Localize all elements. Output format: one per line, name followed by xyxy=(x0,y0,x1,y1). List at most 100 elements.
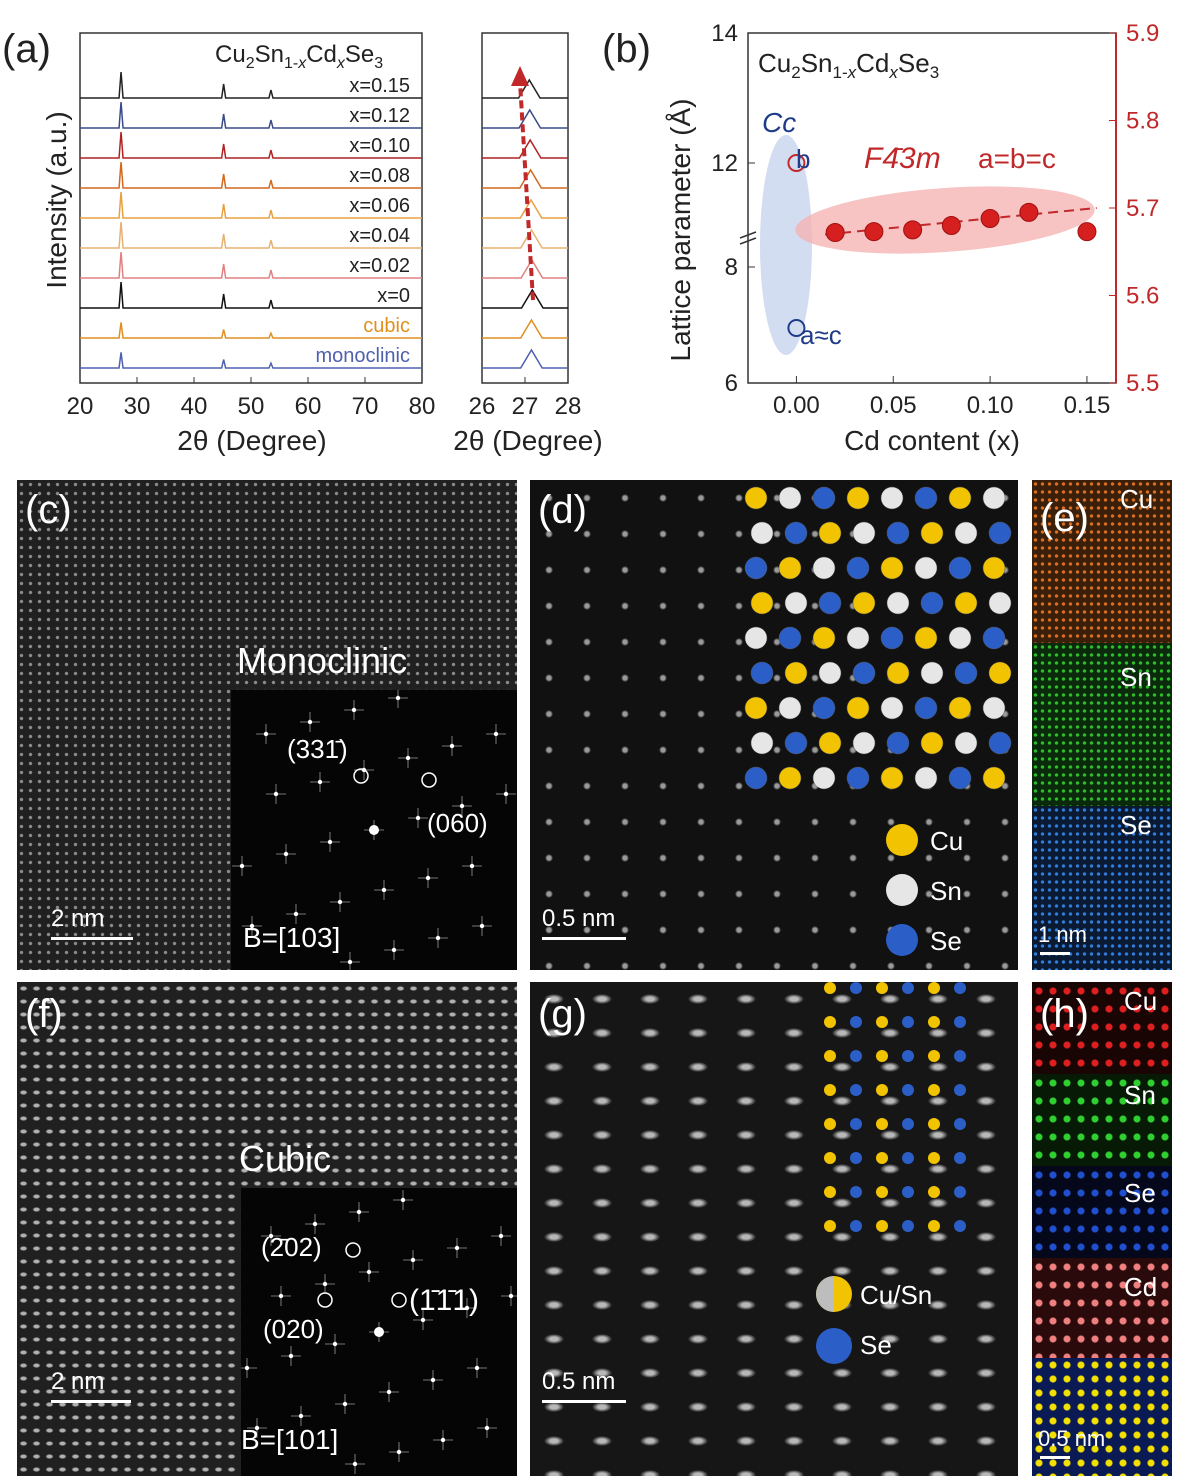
atom-g xyxy=(850,1016,862,1028)
atom-g xyxy=(876,1016,888,1028)
xrd-trace-1 xyxy=(80,101,422,129)
scale-text-d: 0.5 nm xyxy=(542,905,616,932)
atom-d xyxy=(812,556,836,580)
scale-text-h: 0.5 nm xyxy=(1038,1426,1106,1451)
x-tick-label-zoom: 27 xyxy=(512,393,539,420)
atom-g xyxy=(954,1186,966,1198)
cc-b-point xyxy=(787,154,806,172)
atom-d xyxy=(914,486,938,510)
panel-g-label: (g) xyxy=(538,992,587,1036)
legend-se-g: Se xyxy=(860,1330,892,1360)
xrd-zoom-trace-7 xyxy=(482,288,568,309)
scale-text-g: 0.5 nm xyxy=(542,1368,616,1395)
panel-d-image: (d) Cu Sn Se 0.5 nm xyxy=(530,480,1018,970)
map-h-label-se: Se xyxy=(1124,1178,1156,1208)
series-label-6: x=0.02 xyxy=(349,255,410,277)
axis-break-2 xyxy=(739,237,757,245)
atom-d xyxy=(750,521,774,545)
atom-d xyxy=(750,591,774,615)
atom-d xyxy=(846,626,870,650)
atom-d xyxy=(982,486,1006,510)
atom-d xyxy=(914,696,938,720)
phase-monoclinic: Monoclinic xyxy=(237,640,408,681)
atom-g xyxy=(928,982,940,994)
fft-spot-060: (060) xyxy=(427,808,488,838)
series-label-4: x=0.06 xyxy=(349,195,410,217)
atom-d xyxy=(812,766,836,790)
atom-d xyxy=(886,521,910,545)
x-tick-label-main: 60 xyxy=(295,393,322,420)
atom-g xyxy=(902,1152,914,1164)
map-h-cd xyxy=(1032,1258,1172,1358)
atom-d xyxy=(920,521,944,545)
xrd-trace-4 xyxy=(80,191,422,219)
atom-d xyxy=(852,661,876,685)
b-param-label: b xyxy=(796,144,810,174)
abc-label: a=b=c xyxy=(978,143,1056,174)
atom-d xyxy=(982,696,1006,720)
xrd-trace-8 xyxy=(80,322,422,339)
zone-axis-c: B=[103] xyxy=(243,922,341,953)
map-h-cu xyxy=(1032,982,1172,1074)
legend-se-atom xyxy=(886,924,918,956)
atom-d xyxy=(778,556,802,580)
atom-d xyxy=(954,521,978,545)
atom-g xyxy=(902,1050,914,1062)
xrd-zoom-trace-9 xyxy=(482,348,568,369)
atom-d xyxy=(784,591,808,615)
xrd-zoom-trace-6 xyxy=(482,258,568,279)
series-label-1: x=0.12 xyxy=(349,105,410,127)
atom-d xyxy=(886,591,910,615)
xrd-zoom-trace-2 xyxy=(482,138,568,159)
atom-d xyxy=(750,661,774,685)
atom-d xyxy=(784,731,808,755)
atom-g xyxy=(876,1186,888,1198)
fft-inset-c: (331̄) (060) B=[103] xyxy=(231,688,517,970)
atom-d xyxy=(954,591,978,615)
panel-a-xlabel-zoom: 2θ (Degree) xyxy=(453,425,602,456)
atom-d xyxy=(954,661,978,685)
xrd-zoom-trace-8 xyxy=(482,318,568,339)
atom-d xyxy=(920,731,944,755)
fft-pattern-f xyxy=(237,1190,517,1474)
f43m-point-2 xyxy=(903,220,923,240)
atom-d xyxy=(818,731,842,755)
atom-d xyxy=(982,626,1006,650)
scale-text-f: 2 nm xyxy=(51,1368,105,1395)
map-sn xyxy=(1032,643,1172,806)
atom-g xyxy=(954,1050,966,1062)
atom-d xyxy=(778,696,802,720)
axis-break xyxy=(739,231,757,239)
scale-bar-e xyxy=(1040,952,1070,955)
panel-a-chart: (a) Intensity (a.u.) x=0.15 x=0.12 x=0.10 x… xyxy=(2,27,603,456)
x-tick-label-main: 80 xyxy=(409,393,436,420)
atom-g xyxy=(928,1220,940,1232)
series-label-0: x=0.15 xyxy=(349,75,410,97)
atom-g xyxy=(850,1084,862,1096)
atom-d xyxy=(920,661,944,685)
x-tick-label-main: 30 xyxy=(124,393,151,420)
map-se xyxy=(1032,806,1172,970)
b-x-tick-label: 0.00 xyxy=(773,392,820,419)
x-tick-label-zoom: 28 xyxy=(555,393,582,420)
panel-a-ylabel: Intensity (a.u.) xyxy=(41,111,72,288)
atom-d xyxy=(886,731,910,755)
panel-c-image: (c) Monoclinic (331̄) (060) B=[103] 2 nm xyxy=(17,480,517,970)
legend-sn: Sn xyxy=(930,876,962,906)
x-tick-label-main: 50 xyxy=(238,393,265,420)
fft-inset-f: (2̄02) (1̄1̄1) (020) B=[101] xyxy=(237,1188,517,1476)
atom-d xyxy=(818,661,842,685)
atom-d xyxy=(846,696,870,720)
atom-d xyxy=(784,661,808,685)
fft-marker-0 xyxy=(353,768,369,784)
legend-d xyxy=(886,824,918,956)
atom-g xyxy=(824,1186,836,1198)
atom-d xyxy=(778,766,802,790)
b-y-tick-label-right: 5.8 xyxy=(1126,108,1159,135)
legend-cu: Cu xyxy=(930,826,964,856)
cc-label: Cc xyxy=(762,107,796,138)
legend-se-atom-g xyxy=(816,1328,852,1364)
atom-d xyxy=(988,521,1012,545)
legend-sn-atom xyxy=(886,874,918,906)
f43m-point-5 xyxy=(1019,202,1039,222)
